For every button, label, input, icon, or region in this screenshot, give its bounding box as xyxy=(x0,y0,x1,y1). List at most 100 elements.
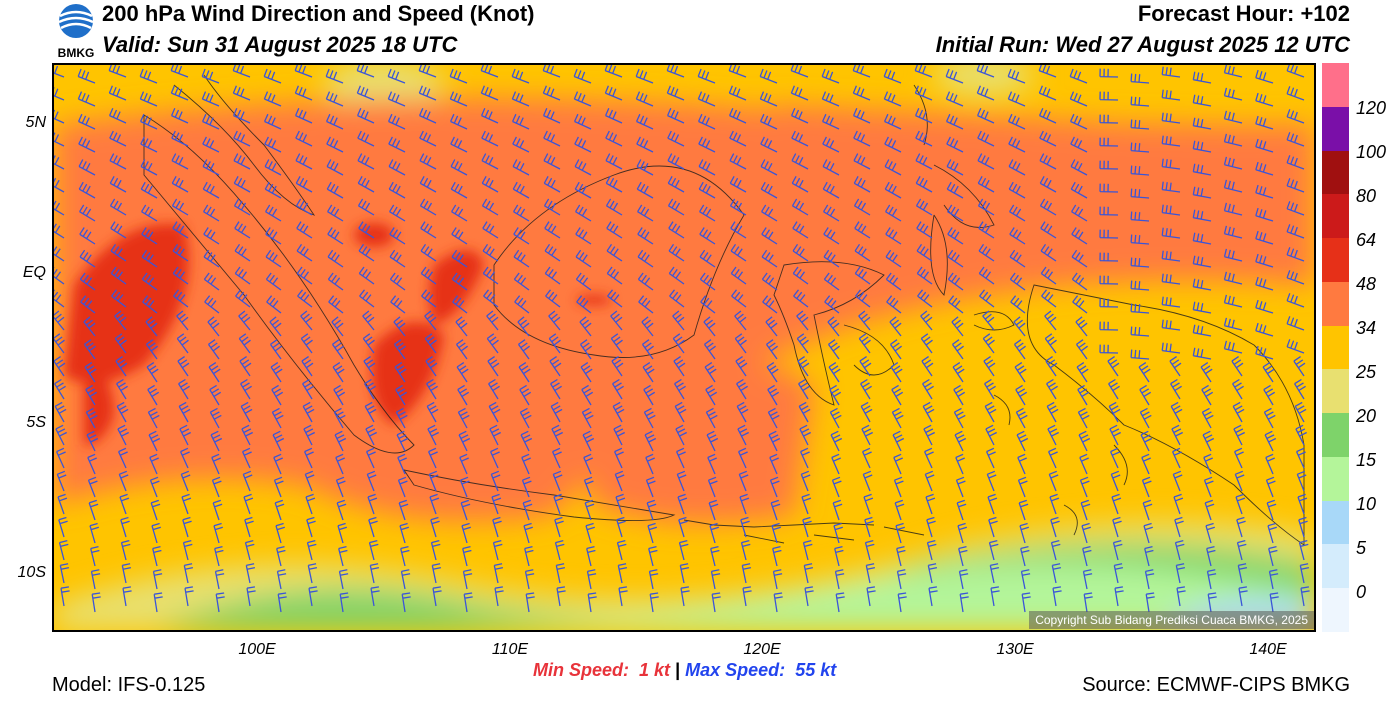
wind-barb xyxy=(1071,249,1088,268)
wind-barb xyxy=(729,198,747,216)
wind-barb xyxy=(1203,453,1213,475)
wind-barb xyxy=(860,401,873,423)
copyright-note: Copyright Sub Bidang Prediksi Cuaca BMKG… xyxy=(1029,611,1314,629)
wind-barb xyxy=(307,563,318,584)
wind-barb xyxy=(306,539,317,561)
wind-barb xyxy=(1130,234,1150,245)
wind-barb xyxy=(1286,224,1305,239)
wind-barb xyxy=(54,200,65,216)
wind-barb xyxy=(400,545,410,567)
wind-barb xyxy=(1078,430,1091,452)
wind-barb xyxy=(139,68,158,84)
wind-barb xyxy=(800,447,810,469)
wind-barb xyxy=(78,181,96,199)
wind-barb xyxy=(481,153,499,170)
wind-barb xyxy=(885,272,902,291)
wind-barb xyxy=(891,384,904,406)
wind-barb xyxy=(1286,201,1305,216)
wind-barb xyxy=(1170,401,1183,423)
wind-barb xyxy=(78,113,96,130)
wind-barb xyxy=(728,85,747,101)
wind-barb xyxy=(796,333,809,354)
wind-barb xyxy=(1130,165,1150,176)
wind-barb xyxy=(548,333,561,354)
wind-barb xyxy=(1235,493,1246,515)
wind-barb xyxy=(1223,110,1243,124)
wind-barb xyxy=(800,470,811,492)
wind-barb xyxy=(368,539,379,561)
wind-barb xyxy=(955,453,965,475)
wind-barb xyxy=(1113,563,1124,584)
wind-barb xyxy=(115,356,128,377)
wind-barb xyxy=(894,499,905,521)
wind-barb xyxy=(1297,493,1308,515)
wind-barb xyxy=(982,333,995,354)
wind-barb xyxy=(610,310,623,331)
wind-barb xyxy=(1142,499,1153,521)
bmkg-logo: BMKG xyxy=(52,2,100,60)
wind-barb xyxy=(667,108,685,124)
wind-barb xyxy=(1099,229,1119,239)
wind-barb xyxy=(1201,384,1214,406)
wind-barb xyxy=(791,175,809,193)
wind-barb xyxy=(667,153,685,170)
colorbar-label: 5 xyxy=(1356,538,1367,558)
wind-barb xyxy=(674,378,686,400)
wind-barb xyxy=(924,447,934,469)
wind-barb xyxy=(294,65,313,78)
wind-barb xyxy=(977,108,995,124)
wind-barb xyxy=(889,316,902,337)
wind-barb xyxy=(947,272,964,291)
wind-barb xyxy=(791,130,809,147)
wind-barb xyxy=(207,339,220,360)
wind-barb xyxy=(615,493,626,515)
wind-barb xyxy=(1052,586,1062,607)
wind-barb xyxy=(1237,563,1248,584)
wind-barb xyxy=(153,592,163,613)
wind-barb xyxy=(54,401,67,423)
wind-barb xyxy=(926,516,936,538)
wind-barb xyxy=(766,362,779,383)
wind-barb xyxy=(947,204,964,222)
wind-barb xyxy=(521,453,531,475)
wind-barb xyxy=(84,362,97,383)
wind-barb xyxy=(364,378,376,400)
wind-barb xyxy=(916,266,933,285)
wind-barb xyxy=(56,470,67,492)
wind-barb xyxy=(358,243,375,262)
wind-barb xyxy=(295,130,313,147)
wind-barb xyxy=(1206,569,1217,590)
wind-barb xyxy=(88,499,99,521)
wind-barb xyxy=(637,204,654,222)
wind-barb xyxy=(363,356,376,377)
wind-barb xyxy=(1286,86,1305,101)
lat-label-5s: 5S xyxy=(26,414,46,431)
wind-barb xyxy=(1145,592,1155,613)
wind-barb xyxy=(338,545,348,567)
wind-barb xyxy=(232,65,251,78)
wind-barb xyxy=(449,68,468,84)
wind-barb xyxy=(976,85,995,101)
wind-barb xyxy=(419,198,437,216)
wind-barb xyxy=(1079,476,1090,498)
wind-barb xyxy=(327,272,344,291)
wind-barb xyxy=(1192,209,1212,222)
wind-barb xyxy=(1204,499,1215,521)
wind-barb xyxy=(864,539,875,561)
wind-barb xyxy=(770,499,781,521)
wind-barb xyxy=(488,401,501,423)
wind-barb xyxy=(519,407,532,429)
wind-barb xyxy=(389,227,406,245)
wind-barb xyxy=(365,424,377,446)
wind-barb xyxy=(295,108,313,124)
wind-barb xyxy=(54,177,65,193)
wind-barb xyxy=(606,221,623,239)
wind-barb xyxy=(953,407,966,429)
wind-barb xyxy=(1144,569,1155,590)
wind-barb xyxy=(1223,179,1243,193)
wind-barb xyxy=(641,339,654,360)
wind-barb xyxy=(366,447,376,469)
wind-barb xyxy=(1050,516,1060,538)
wind-barb xyxy=(202,181,220,199)
wind-barb xyxy=(1202,430,1215,452)
